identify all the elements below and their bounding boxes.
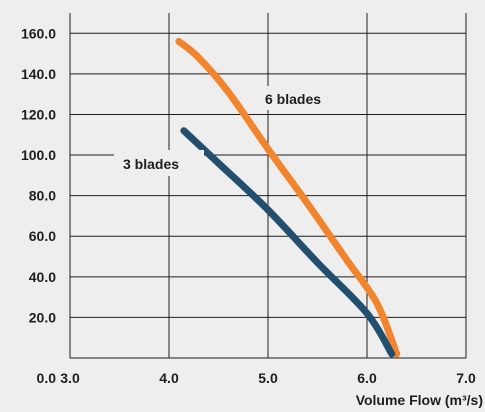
y-tick-label: 160.0 <box>21 25 56 41</box>
y-tick-label: 80.0 <box>29 188 56 204</box>
tick-labels: 3.0 4.0 5.0 6.0 7.0 0.0 20.0 40.0 60.0 80.0 100.0 1… <box>21 25 476 386</box>
x-tick-label: 6.0 <box>357 370 377 386</box>
series-label-3-blades-bg <box>114 150 204 176</box>
grid <box>69 13 467 359</box>
x-axis-title: Volume Flow (m³/s) <box>356 392 483 408</box>
y-tick-label: 40.0 <box>29 269 56 285</box>
series-label-6-blades-bg <box>256 86 342 110</box>
series-line-3-blades <box>180 127 396 358</box>
y-tick-label: 140.0 <box>21 66 56 82</box>
y-tick-label: 100.0 <box>21 147 56 163</box>
series-lines <box>175 37 401 358</box>
x-tick-label: 3.0 <box>60 370 80 386</box>
series-line-6-blades <box>175 37 401 358</box>
y-tick-label: 60.0 <box>29 228 56 244</box>
x-tick-label: 4.0 <box>159 370 179 386</box>
y-tick-label: 120.0 <box>21 106 56 122</box>
x-tick-label: 5.0 <box>258 370 278 386</box>
series-label-6-blades: 6 blades <box>265 91 321 107</box>
x-tick-label: 7.0 <box>456 370 476 386</box>
y-tick-label: 0.0 <box>37 370 57 386</box>
series-label-3-blades: 3 blades <box>123 156 179 172</box>
y-tick-label: 20.0 <box>29 309 56 325</box>
